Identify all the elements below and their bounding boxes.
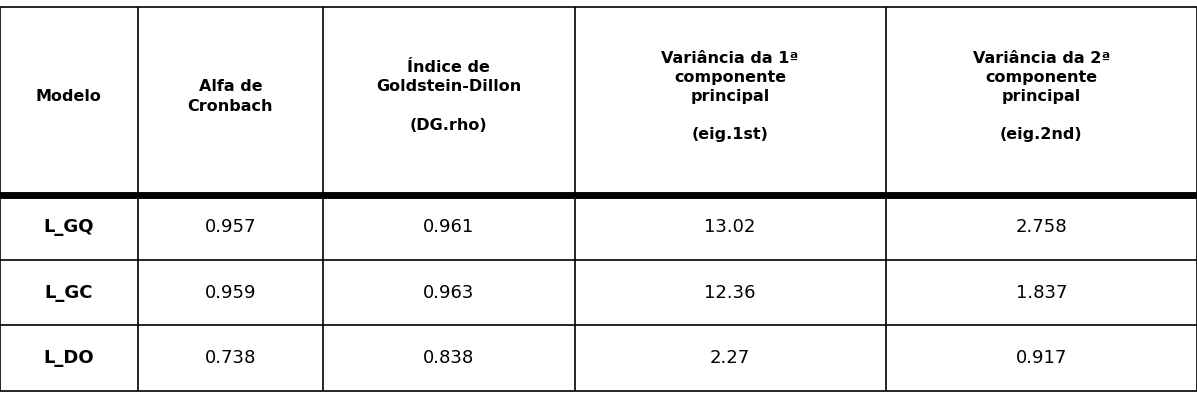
Text: 1.837: 1.837 xyxy=(1015,283,1068,302)
Text: L_GC: L_GC xyxy=(44,283,93,302)
Text: L_DO: L_DO xyxy=(43,349,95,367)
Text: 0.957: 0.957 xyxy=(205,218,256,236)
Text: 0.838: 0.838 xyxy=(424,349,474,367)
Text: L_GQ: L_GQ xyxy=(43,218,95,236)
Text: 0.963: 0.963 xyxy=(424,283,474,302)
Text: 0.917: 0.917 xyxy=(1016,349,1067,367)
Text: 2.27: 2.27 xyxy=(710,349,751,367)
Text: Modelo: Modelo xyxy=(36,89,102,104)
Text: Alfa de
Cronbach: Alfa de Cronbach xyxy=(188,80,273,113)
Text: 0.738: 0.738 xyxy=(205,349,256,367)
Text: 2.758: 2.758 xyxy=(1015,218,1068,236)
Text: 0.959: 0.959 xyxy=(205,283,256,302)
Text: Variância da 1ª
componente
principal

(eig.1st): Variância da 1ª componente principal (ei… xyxy=(662,51,798,142)
Text: 0.961: 0.961 xyxy=(424,218,474,236)
Text: Índice de
Goldstein-Dillon

(DG.rho): Índice de Goldstein-Dillon (DG.rho) xyxy=(376,60,522,133)
Text: 13.02: 13.02 xyxy=(705,218,755,236)
Text: Variância da 2ª
componente
principal

(eig.2nd): Variância da 2ª componente principal (ei… xyxy=(973,51,1110,142)
Text: 12.36: 12.36 xyxy=(704,283,757,302)
